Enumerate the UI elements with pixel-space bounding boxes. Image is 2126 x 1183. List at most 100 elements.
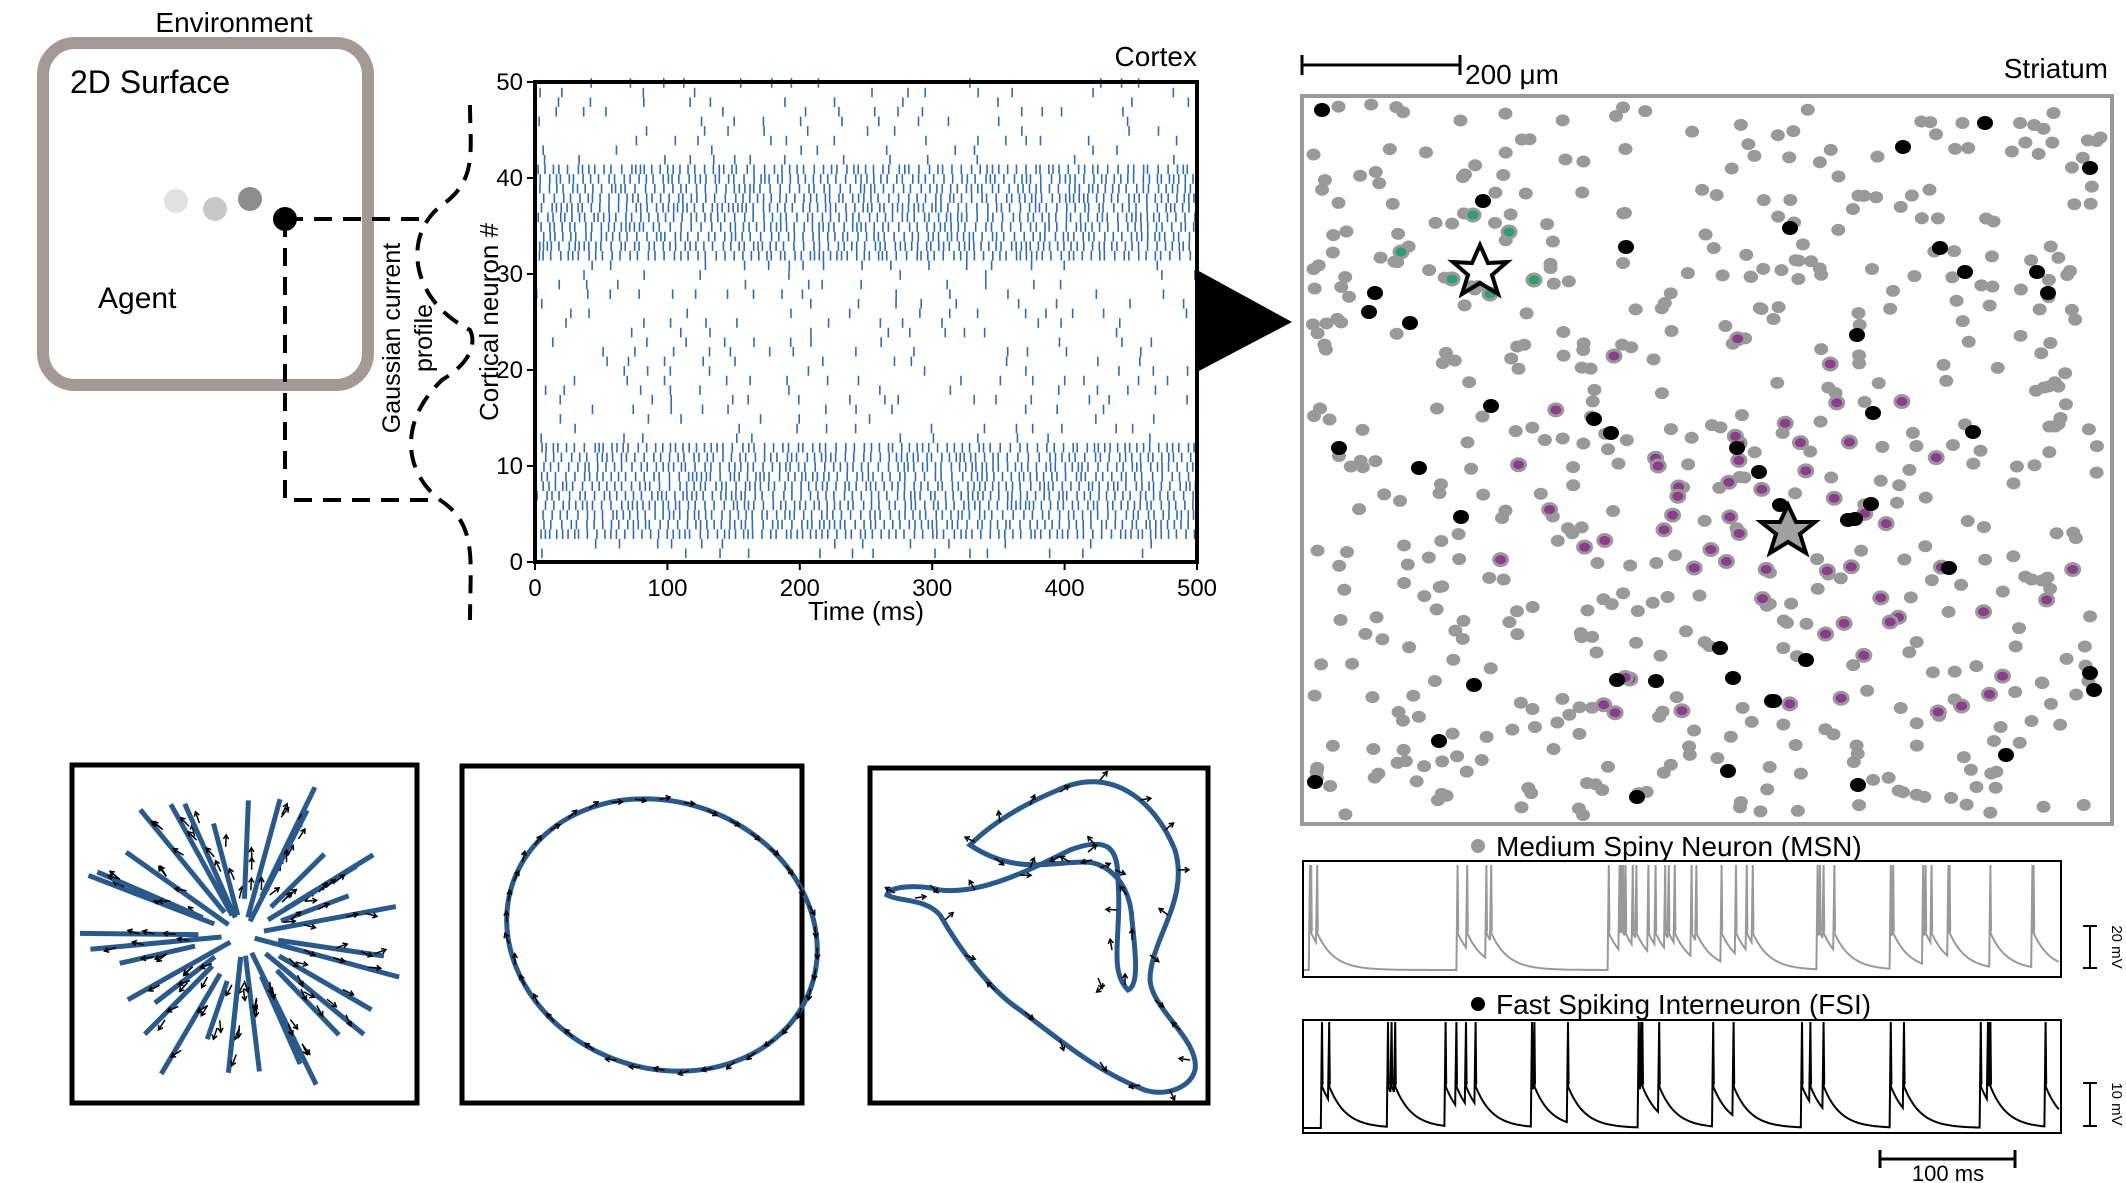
direction-arrow [174,888,187,892]
raster-ylabel: Cortical neuron # [474,222,504,421]
direction-arrow [1158,907,1169,916]
arrow-head [503,909,510,916]
msn-cell [1948,142,1963,155]
direction-arrow [1059,1039,1065,1051]
arrow-head [511,952,519,959]
direction-arrow [365,912,378,918]
msn-cell [1438,346,1453,359]
msn-cell [1823,143,1838,156]
direction-arrow [237,1025,241,1038]
fsi-cell [1361,305,1377,319]
direction-arrow [326,998,337,1008]
trajectory-segment [153,954,217,1006]
msn-cell [1555,432,1570,445]
trajectory-segment [90,934,222,952]
direction-arrow [205,847,215,858]
msn-cell [1377,488,1392,501]
direction-arrow [132,941,145,946]
msn-cell [2051,417,2066,430]
direction-arrow [1060,855,1071,863]
trajectory-frame-1 [69,762,420,1106]
msn-cell [1600,760,1615,773]
msn-cell [1656,766,1671,779]
fsi-cell [1609,673,1625,687]
msn-cell [1475,410,1490,423]
msn-cell [2089,440,2104,453]
connected-msn-cell [1673,703,1691,719]
direction-arrow [271,986,275,999]
direction-arrow [986,982,996,991]
direction-arrow [1087,836,1096,846]
msn-legend-dot [1471,839,1485,853]
profile-label-line2: profile [410,304,438,372]
msn-voltage-scale-label: 20 mV [2108,925,2125,968]
striatum-frame [1300,94,2114,826]
msn-cell [1446,653,1461,666]
msn-cell [1476,488,1491,501]
msn-cell [1330,312,1345,325]
msn-cell [1576,155,1591,168]
msn-cell [1326,229,1341,242]
arrow-head [811,974,818,982]
direction-arrow [304,899,317,902]
arrow-head [346,1020,353,1028]
direction-arrow [964,954,976,960]
msn-cell [1623,559,1638,572]
arrow-head [352,911,360,919]
msn-cell [1709,189,1724,202]
arrow-head [342,942,349,949]
arrow-head [689,800,697,807]
msn-cell [1498,107,1513,120]
loop-trajectory [504,796,820,1074]
arrow-head [248,846,255,853]
msn-cell [1617,206,1632,219]
msn-cell [1795,238,1810,251]
fsi-cell [1932,241,1948,255]
msn-cell [1909,635,1924,648]
msn-cell [1429,402,1444,415]
arrow-head [141,928,148,936]
radial-trajectory [79,786,400,1086]
msn-cell [1925,666,1940,679]
msn-cell [1550,534,1565,547]
msn-cell [1936,358,1951,371]
arrow-head [375,964,383,972]
msn-cell [1754,303,1769,316]
msn-cell [2068,313,2083,326]
arrow-head [1168,822,1175,829]
msn-cell [1514,801,1529,814]
msn-cell [2081,423,2096,436]
arrow-head [283,806,290,813]
arrow-head [627,1063,634,1071]
arrow-head [282,802,289,809]
msn-cell [1963,763,1978,776]
direction-arrow [1081,859,1093,864]
surface-label: 2D Surface [70,64,230,100]
direction-arrow [238,886,243,899]
msn-cell [1428,216,1443,229]
msn-cell [1734,409,1749,422]
direction-arrow [534,835,542,846]
msn-cell [2069,688,2084,701]
direction-arrow [325,878,336,889]
direction-arrow [225,984,233,996]
arrow-head [617,798,624,806]
connected-msn-cell [1464,207,1482,223]
trajectory-panel-loop [459,763,821,1106]
fsi-voltage-scale-bar [2083,1082,2097,1127]
direction-arrow [782,1024,790,1035]
connected-msn-cell [2038,592,2056,608]
arrow-head [1102,770,1109,777]
msn-cell [1873,474,1888,487]
msn-cell [1983,806,1998,819]
environment-frame [37,37,374,391]
msn-cell [1788,487,1803,500]
msn-cell [1804,255,1819,268]
msn-cell [1653,649,1668,662]
connected-msn-cell [1605,348,1623,364]
msn-cell [1747,446,1762,459]
msn-cell [1333,614,1348,627]
msn-cell [1580,604,1595,617]
msn-cell [1448,624,1463,637]
msn-cell [1735,701,1750,714]
